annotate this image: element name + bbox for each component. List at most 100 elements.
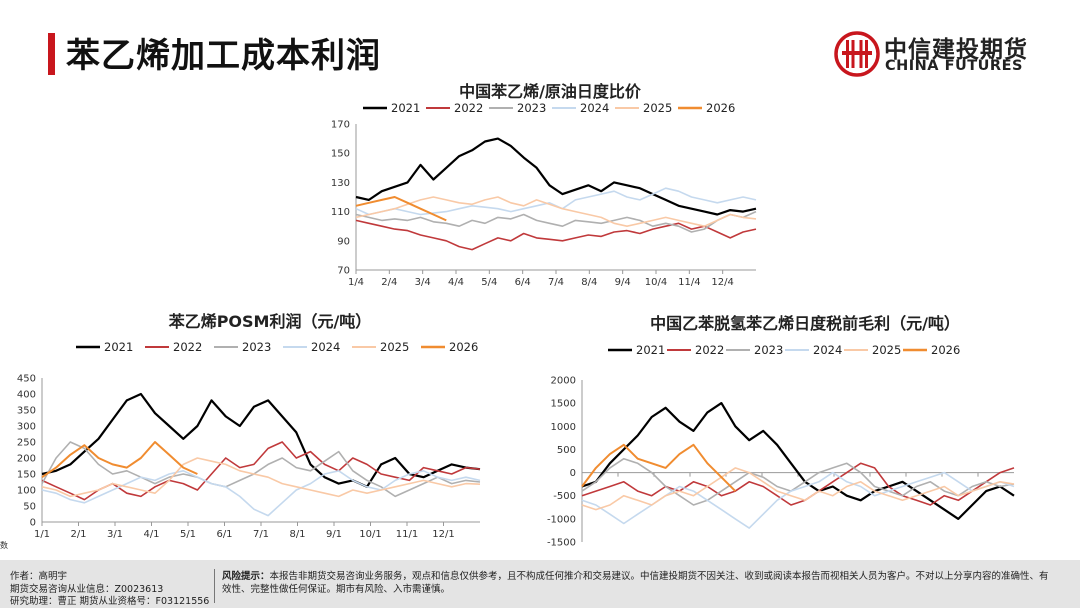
posm-legend-label-2026: 2026 (449, 340, 478, 354)
ebsm-x-tick-label: 9/4 (862, 549, 878, 550)
posm-x-tick-label: 9/1 (326, 529, 342, 540)
ebsm-legend-label-2023: 2023 (754, 343, 783, 357)
ratio-x-tick-label: 10/4 (645, 277, 667, 288)
ratio-series-2023 (355, 210, 757, 233)
ratio-x-tick-label: 2/4 (381, 277, 397, 288)
ebsm-series-2022 (581, 462, 1015, 506)
ebsm-x-tick-label: 6/4 (754, 549, 770, 550)
title-accent-bar (48, 33, 55, 75)
ratio-x-tick-label: 6/4 (515, 277, 531, 288)
ebsm-y-tick-label: 0 (570, 468, 576, 479)
ebsm-legend-label-2021: 2021 (636, 343, 665, 357)
chart-ebsm: 中国乙苯脱氢苯乙烯日度税前毛利（元/吨） 2021 2022 2023 2024 202… (547, 314, 1015, 550)
ebsm-x-tick-label: 12/4 (967, 549, 989, 550)
chart-posm-legend: 2021 2022 2023 2024 2025 2026 (76, 340, 478, 354)
posm-series-2022 (41, 441, 481, 501)
stray-source-text: 数 (0, 541, 8, 550)
company-logo: 中信建投期货 CHINA FUTURES (834, 30, 1034, 78)
ebsm-x-tick-label: 5/4 (718, 549, 734, 550)
ebsm-series-2021 (581, 401, 1015, 520)
chart-ratio-legend: 2021 2022 2023 2024 2025 2026 (363, 101, 735, 115)
ratio-legend-label-2025: 2025 (643, 101, 672, 115)
posm-y-tick-label: 400 (17, 390, 36, 401)
posm-x-tick-label: 1/1 (34, 529, 50, 540)
ratio-x-tick-label: 8/4 (581, 277, 597, 288)
ratio-y-tick-label: 150 (331, 149, 350, 160)
posm-y-tick-label: 0 (30, 518, 36, 529)
ebsm-y-tick-label: -1000 (547, 514, 576, 525)
posm-legend-label-2021: 2021 (104, 340, 133, 354)
ebsm-series-2023 (581, 457, 1015, 506)
ratio-series-2022 (355, 219, 757, 251)
posm-y-tick-label: 100 (17, 486, 36, 497)
ratio-y-tick-label: 70 (337, 266, 350, 277)
posm-y-tick-label: 250 (17, 438, 36, 449)
ebsm-x-tick-label: 11/4 (931, 549, 953, 550)
posm-series-2025 (41, 457, 481, 498)
ebsm-x-tick-label: 3/4 (646, 549, 662, 550)
posm-x-tick-label: 7/1 (253, 529, 269, 540)
posm-x-tick-label: 4/1 (143, 529, 159, 540)
posm-x-tick-label: 2/1 (70, 529, 86, 540)
ratio-x-tick-label: 11/4 (678, 277, 700, 288)
ebsm-x-tick-label: 10/4 (895, 549, 917, 550)
ratio-x-tick-label: 9/4 (615, 277, 631, 288)
risk-label: 风险提示： (222, 571, 270, 582)
posm-series-2026 (41, 441, 198, 479)
ratio-legend-label-2022: 2022 (454, 101, 483, 115)
license-line: 期货交易咨询从业信息：Z0023613 (10, 583, 164, 595)
ebsm-series-2024 (581, 471, 1015, 529)
ebsm-y-tick-label: 2000 (551, 376, 576, 387)
risk-disclaimer: 风险提示：本报告非期货交易咨询业务服务，观点和信息仅供参考，且不构成任何推介和交… (222, 571, 1052, 596)
ratio-y-tick-label: 90 (337, 236, 350, 247)
ebsm-x-tick-label: 1/4 (574, 549, 590, 550)
posm-x-tick-label: 3/1 (107, 529, 123, 540)
ratio-x-tick-label: 7/4 (548, 277, 564, 288)
posm-x-tick-label: 12/1 (432, 529, 454, 540)
ratio-series-2025 (355, 196, 757, 227)
ratio-y-tick-label: 130 (331, 178, 350, 189)
ebsm-legend-label-2024: 2024 (813, 343, 842, 357)
ratio-series-2021 (355, 137, 757, 216)
ratio-x-tick-label: 4/4 (448, 277, 464, 288)
posm-y-tick-label: 300 (17, 422, 36, 433)
chart-ratio-title: 中国苯乙烯/原油日度比价 (459, 82, 642, 101)
posm-y-tick-label: 350 (17, 406, 36, 417)
assistant-line: 研究助理：曹正 期货从业资格号：F03121556 (10, 596, 210, 607)
posm-series-2023 (41, 441, 481, 498)
ratio-legend-label-2023: 2023 (517, 101, 546, 115)
chart-ratio: 中国苯乙烯/原油日度比价 2021 2022 2023 2024 2025 2026 70… (331, 82, 757, 288)
ebsm-series-2025 (581, 467, 1015, 511)
chart-ebsm-legend: 2021 2022 2023 2024 2025 2026 (608, 343, 960, 357)
author-line: 作者：高明宇 (10, 571, 68, 582)
posm-x-tick-label: 11/1 (396, 529, 418, 540)
footer-author-block: 作者：高明宇 期货交易咨询从业信息：Z0023613 研究助理：曹正 期货从业资… (10, 571, 209, 609)
chart-ebsm-title: 中国乙苯脱氢苯乙烯日度税前毛利（元/吨） (650, 314, 960, 333)
ebsm-y-tick-label: -1500 (547, 538, 576, 549)
ratio-series-2026 (355, 196, 447, 222)
ebsm-x-tick-label: 7/4 (790, 549, 806, 550)
ebsm-legend-label-2025: 2025 (872, 343, 901, 357)
ratio-x-tick-label: 5/4 (481, 277, 497, 288)
posm-y-tick-label: 450 (17, 374, 36, 385)
ratio-y-tick-label: 170 (331, 120, 350, 131)
posm-y-tick-label: 200 (17, 454, 36, 465)
ratio-legend-label-2026: 2026 (706, 101, 735, 115)
posm-x-tick-label: 8/1 (289, 529, 305, 540)
ratio-legend-label-2021: 2021 (391, 101, 420, 115)
posm-y-tick-label: 150 (17, 470, 36, 481)
citic-emblem-icon (834, 31, 880, 77)
ebsm-series-2026 (581, 443, 737, 492)
posm-y-tick-label: 50 (23, 502, 36, 513)
page-title: 苯乙烯加工成本利润 (66, 36, 381, 76)
ebsm-y-tick-label: 500 (557, 445, 576, 456)
posm-x-tick-label: 6/1 (216, 529, 232, 540)
posm-legend-label-2025: 2025 (380, 340, 409, 354)
risk-text: 本报告非期货交易咨询业务服务，观点和信息仅供参考，且不构成任何推介和交易建议。中… (222, 571, 1049, 595)
ratio-x-tick-label: 12/4 (711, 277, 733, 288)
posm-legend-label-2022: 2022 (173, 340, 202, 354)
chart-posm: 苯乙烯POSM利润（元/吨） 2021 2022 2023 2024 2025 2026 … (17, 312, 481, 540)
ratio-legend-label-2024: 2024 (580, 101, 609, 115)
ratio-x-tick-label: 1/4 (348, 277, 364, 288)
logo-chinese-name: 中信建投期货 (884, 37, 1028, 63)
